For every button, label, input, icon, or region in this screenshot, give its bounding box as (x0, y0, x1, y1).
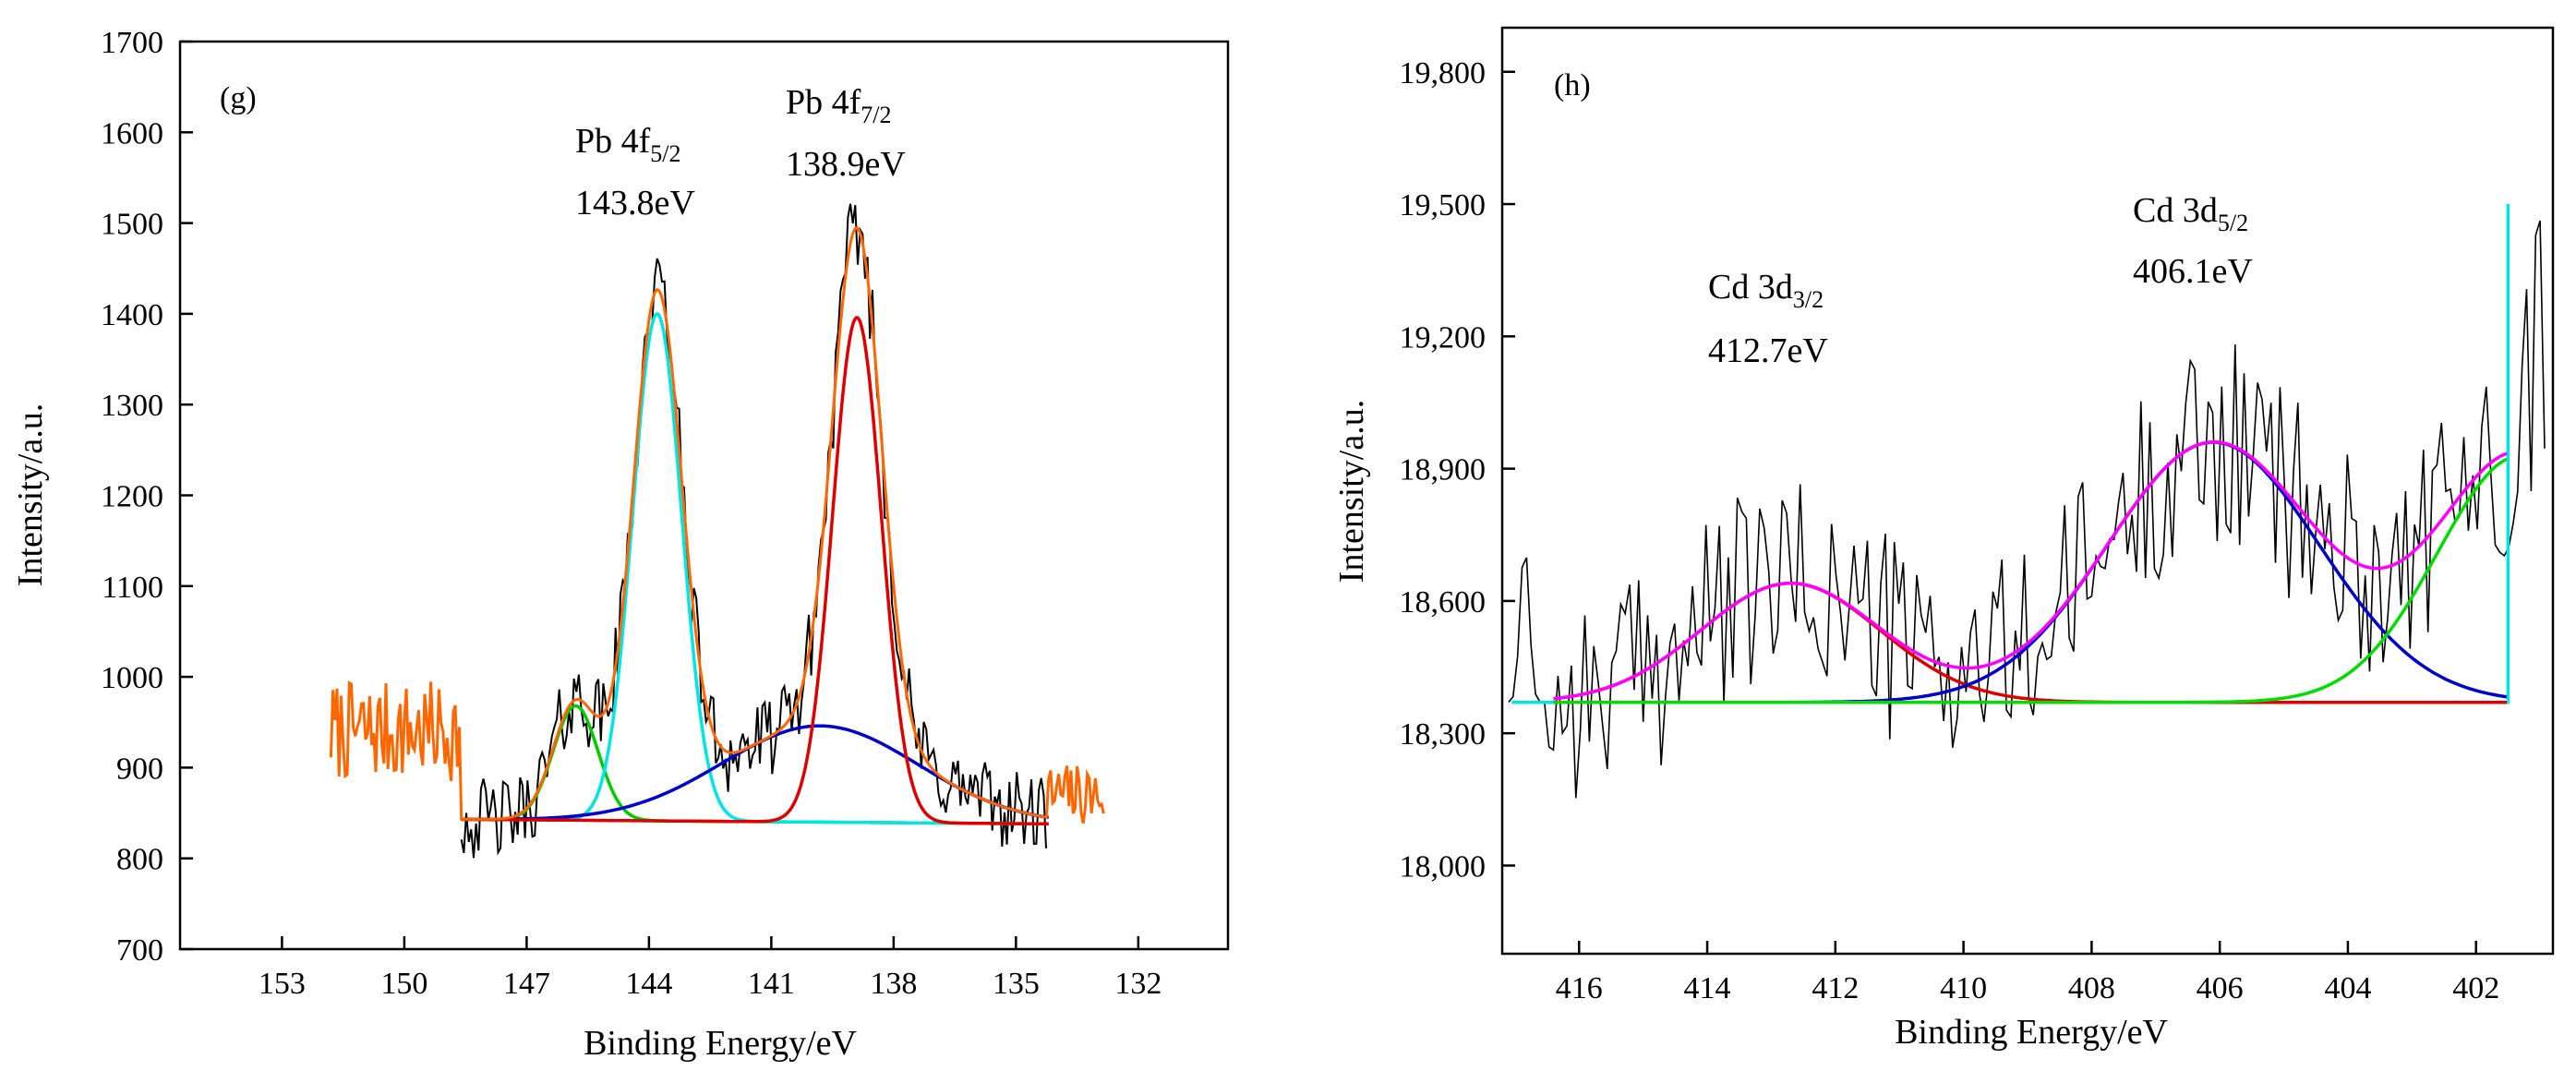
y-axis-title-h: Intensity/a.u. (1332, 400, 1371, 583)
peak-value-pb-4f72: 138.9eV (786, 145, 906, 184)
peak-label-cd-3d32: Cd 3d3/2 (1708, 268, 1824, 313)
y-tick-label-g-10: 1700 (101, 26, 163, 60)
series-baseline-h (1511, 204, 2510, 704)
peak-label-pb-4f52: Pb 4f5/2 (575, 122, 681, 167)
ticks-g: 153 150 147 144 141 138 135 132 700 800 900 1000 110… (101, 26, 1162, 1001)
y-tick-label-g-5: 1200 (101, 480, 163, 514)
series-component-h-1 (1553, 440, 2508, 704)
y-tick-label-g-3: 1000 (101, 661, 163, 695)
panel-label-h: (h) (1554, 68, 1591, 102)
y-tick-label-h-1: 18,300 (1400, 717, 1487, 752)
panel-h: 416 414 412 410 408 406 404 402 18,000 18,300 18,6… (1332, 26, 2555, 1052)
y-tick-label-h-4: 19,200 (1400, 320, 1487, 355)
y-tick-label-g-4: 1100 (102, 571, 163, 605)
series-component-g-3 (461, 316, 1049, 826)
y-axis-title-g: Intensity/a.u. (11, 403, 50, 586)
ticks-h: 416 414 412 410 408 406 404 402 18,000 18,300 18,6… (1400, 56, 2500, 1005)
series-raw-h (1508, 220, 2546, 799)
x-tick-label-h-6: 404 (2324, 971, 2371, 1005)
plot-frame-g (178, 40, 1230, 951)
peak-value-pb-4f52: 143.8eV (575, 184, 695, 223)
x-axis-title-h: Binding Energy/eV (1895, 1013, 2168, 1052)
x-tick-label-h-4: 408 (2068, 971, 2115, 1005)
y-tick-label-h-6: 19,800 (1400, 56, 1487, 90)
curves-h (1508, 204, 2546, 799)
x-tick-label-g-3: 144 (625, 967, 672, 1001)
series-envelope-h (1553, 439, 2508, 701)
y-tick-label-g-8: 1500 (101, 208, 163, 242)
y-tick-label-g-2: 900 (116, 752, 163, 786)
x-tick-label-h-7: 402 (2452, 971, 2499, 1005)
y-tick-label-g-9: 1600 (101, 116, 163, 150)
x-tick-label-h-0: 416 (1556, 971, 1603, 1005)
panel-label-g: (g) (220, 81, 257, 115)
x-tick-label-g-7: 132 (1114, 967, 1162, 1001)
x-tick-label-h-1: 414 (1684, 971, 1731, 1005)
x-tick-label-g-0: 153 (259, 967, 306, 1001)
x-tick-label-h-3: 410 (1940, 971, 1987, 1005)
x-tick-label-g-1: 150 (380, 967, 427, 1001)
series-envelope-g (329, 225, 1105, 824)
y-tick-label-g-0: 700 (116, 933, 163, 968)
peak-value-cd-3d32: 412.7eV (1708, 331, 1828, 370)
peak-label-cd-3d52: Cd 3d5/2 (2133, 191, 2248, 236)
y-tick-label-h-0: 18,000 (1400, 849, 1487, 884)
series-component-g-0 (461, 704, 1049, 826)
peak-value-cd-3d52: 406.1eV (2133, 252, 2253, 291)
y-tick-label-h-2: 18,600 (1400, 585, 1487, 620)
x-tick-label-g-4: 141 (748, 967, 795, 1001)
curves-g (329, 203, 1105, 859)
x-tick-label-g-5: 138 (870, 967, 917, 1001)
panel-g: 153 150 147 144 141 138 135 132 700 800 900 1000 110… (11, 26, 1230, 1063)
series-component-h-2 (1553, 457, 2508, 704)
y-tick-label-g-7: 1400 (101, 298, 163, 332)
series-raw-g (460, 203, 1047, 859)
plot-frame-h (1500, 26, 2555, 956)
peak-label-pb-4f72: Pb 4f7/2 (786, 83, 892, 128)
x-tick-label-g-6: 135 (993, 967, 1040, 1001)
y-tick-label-h-3: 18,900 (1400, 453, 1487, 487)
x-tick-label-h-2: 412 (1812, 971, 1859, 1005)
x-tick-label-h-5: 406 (2197, 971, 2244, 1005)
y-tick-label-h-5: 19,500 (1400, 188, 1487, 223)
y-tick-label-g-6: 1300 (101, 389, 163, 423)
x-tick-label-g-2: 147 (503, 967, 550, 1001)
x-axis-title-g: Binding Energy/eV (584, 1024, 857, 1063)
y-tick-label-g-1: 800 (116, 843, 163, 877)
